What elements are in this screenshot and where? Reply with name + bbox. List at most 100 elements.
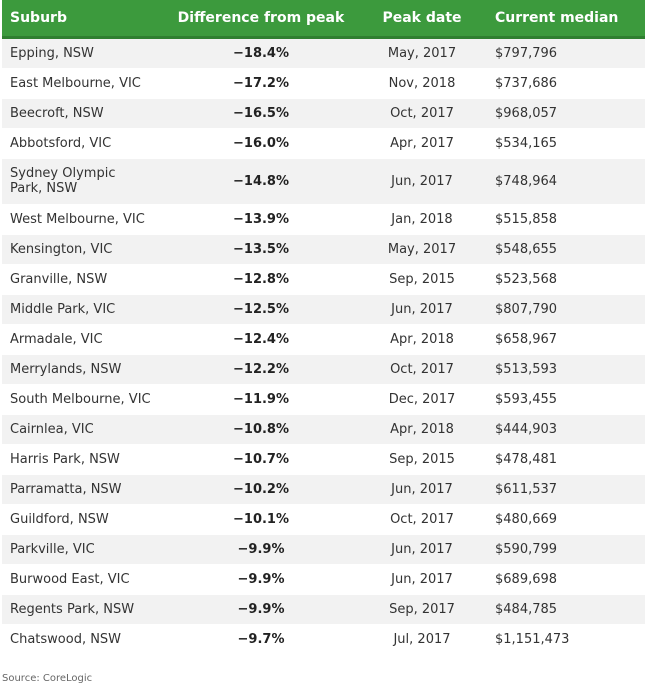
column-header-suburb: Suburb [2, 0, 167, 39]
cell-peak-date: May, 2017 [355, 37, 489, 69]
cell-difference: −11.9% [167, 384, 355, 415]
table-row: Abbotsford, VIC −16.0% Apr, 2017 $534,165 [2, 128, 645, 159]
cell-difference: −17.2% [167, 68, 355, 99]
header-row: Suburb Difference from peak Peak date Cu… [2, 0, 645, 39]
column-header-peak-date: Peak date [355, 0, 489, 39]
cell-peak-date: Jan, 2018 [355, 204, 489, 235]
table-row: Cairnlea, VIC −10.8% Apr, 2018 $444,903 [2, 414, 645, 445]
cell-suburb: Burwood East, VIC [2, 564, 167, 595]
table-row: West Melbourne, VIC −13.9% Jan, 2018 $515,8… [2, 204, 645, 235]
table-row: Harris Park, NSW −10.7% Sep, 2015 $478,481 [2, 444, 645, 475]
cell-suburb: Epping, NSW [2, 37, 167, 69]
cell-difference: −10.2% [167, 474, 355, 505]
cell-difference: −12.4% [167, 324, 355, 355]
table-row: Chatswood, NSW −9.7% Jul, 2017 $1,151,473 [2, 624, 645, 655]
cell-difference: −9.9% [167, 594, 355, 625]
cell-peak-date: Jul, 2017 [355, 624, 489, 655]
cell-difference: −10.1% [167, 504, 355, 535]
table-row: Granville, NSW −12.8% Sep, 2015 $523,568 [2, 264, 645, 295]
cell-peak-date: Apr, 2017 [355, 128, 489, 159]
cell-suburb: Harris Park, NSW [2, 444, 167, 475]
table-row: Merrylands, NSW −12.2% Oct, 2017 $513,593 [2, 354, 645, 385]
table-row: Parramatta, NSW −10.2% Jun, 2017 $611,537 [2, 474, 645, 505]
cell-peak-date: Nov, 2018 [355, 68, 489, 99]
cell-suburb: Guildford, NSW [2, 504, 167, 535]
table-row: South Melbourne, VIC −11.9% Dec, 2017 $593,… [2, 384, 645, 415]
cell-current-median: $548,655 [489, 234, 645, 265]
cell-suburb: Beecroft, NSW [2, 98, 167, 129]
cell-peak-date: Jun, 2017 [355, 158, 489, 205]
table-header: Suburb Difference from peak Peak date Cu… [2, 0, 645, 39]
table-row: Guildford, NSW −10.1% Oct, 2017 $480,669 [2, 504, 645, 535]
cell-current-median: $534,165 [489, 128, 645, 159]
table-body: Epping, NSW −18.4% May, 2017 $797,796 East M… [2, 37, 645, 655]
cell-peak-date: Apr, 2018 [355, 414, 489, 445]
table-row: Armadale, VIC −12.4% Apr, 2018 $658,967 [2, 324, 645, 355]
cell-difference: −9.7% [167, 624, 355, 655]
table-row: Beecroft, NSW −16.5% Oct, 2017 $968,057 [2, 98, 645, 129]
cell-difference: −14.8% [167, 158, 355, 205]
cell-current-median: $515,858 [489, 204, 645, 235]
table-row: Parkville, VIC −9.9% Jun, 2017 $590,799 [2, 534, 645, 565]
table-row: Regents Park, NSW −9.9% Sep, 2017 $484,785 [2, 594, 645, 625]
cell-suburb: Chatswood, NSW [2, 624, 167, 655]
cell-current-median: $484,785 [489, 594, 645, 625]
cell-current-median: $1,151,473 [489, 624, 645, 655]
cell-suburb: Parramatta, NSW [2, 474, 167, 505]
cell-suburb: Sydney Olympic Park, NSW [2, 158, 167, 205]
cell-peak-date: Apr, 2018 [355, 324, 489, 355]
table-row: Epping, NSW −18.4% May, 2017 $797,796 [2, 37, 645, 69]
cell-peak-date: Jun, 2017 [355, 294, 489, 325]
cell-suburb: Kensington, VIC [2, 234, 167, 265]
table-row: Kensington, VIC −13.5% May, 2017 $548,655 [2, 234, 645, 265]
cell-suburb: Merrylands, NSW [2, 354, 167, 385]
cell-difference: −12.8% [167, 264, 355, 295]
cell-current-median: $748,964 [489, 158, 645, 205]
cell-current-median: $797,796 [489, 37, 645, 69]
cell-current-median: $523,568 [489, 264, 645, 295]
cell-suburb: Abbotsford, VIC [2, 128, 167, 159]
cell-peak-date: May, 2017 [355, 234, 489, 265]
source-note: Source: CoreLogic [2, 672, 93, 684]
cell-difference: −9.9% [167, 564, 355, 595]
cell-suburb: South Melbourne, VIC [2, 384, 167, 415]
cell-current-median: $590,799 [489, 534, 645, 565]
cell-peak-date: Jun, 2017 [355, 474, 489, 505]
cell-suburb: Regents Park, NSW [2, 594, 167, 625]
table-row: East Melbourne, VIC −17.2% Nov, 2018 $737,6… [2, 68, 645, 99]
cell-difference: −16.0% [167, 128, 355, 159]
cell-current-median: $611,537 [489, 474, 645, 505]
cell-peak-date: Sep, 2017 [355, 594, 489, 625]
cell-suburb: West Melbourne, VIC [2, 204, 167, 235]
cell-current-median: $968,057 [489, 98, 645, 129]
cell-peak-date: Sep, 2015 [355, 264, 489, 295]
cell-difference: −16.5% [167, 98, 355, 129]
table-row: Sydney Olympic Park, NSW −14.8% Jun, 2017 $… [2, 158, 645, 205]
cell-difference: −13.9% [167, 204, 355, 235]
cell-peak-date: Oct, 2017 [355, 354, 489, 385]
cell-peak-date: Sep, 2015 [355, 444, 489, 475]
cell-current-median: $807,790 [489, 294, 645, 325]
cell-peak-date: Oct, 2017 [355, 98, 489, 129]
cell-suburb: Armadale, VIC [2, 324, 167, 355]
cell-current-median: $593,455 [489, 384, 645, 415]
cell-difference: −12.2% [167, 354, 355, 385]
cell-current-median: $513,593 [489, 354, 645, 385]
cell-suburb: Cairnlea, VIC [2, 414, 167, 445]
data-table: Suburb Difference from peak Peak date Cu… [2, 0, 645, 655]
column-header-difference: Difference from peak [167, 0, 355, 39]
cell-difference: −9.9% [167, 534, 355, 565]
cell-peak-date: Oct, 2017 [355, 504, 489, 535]
cell-difference: −12.5% [167, 294, 355, 325]
cell-difference: −10.7% [167, 444, 355, 475]
cell-peak-date: Jun, 2017 [355, 534, 489, 565]
cell-peak-date: Jun, 2017 [355, 564, 489, 595]
cell-difference: −18.4% [167, 37, 355, 69]
cell-suburb: Middle Park, VIC [2, 294, 167, 325]
cell-difference: −13.5% [167, 234, 355, 265]
cell-peak-date: Dec, 2017 [355, 384, 489, 415]
column-header-current-median: Current median [489, 0, 645, 39]
cell-suburb: Granville, NSW [2, 264, 167, 295]
cell-current-median: $658,967 [489, 324, 645, 355]
